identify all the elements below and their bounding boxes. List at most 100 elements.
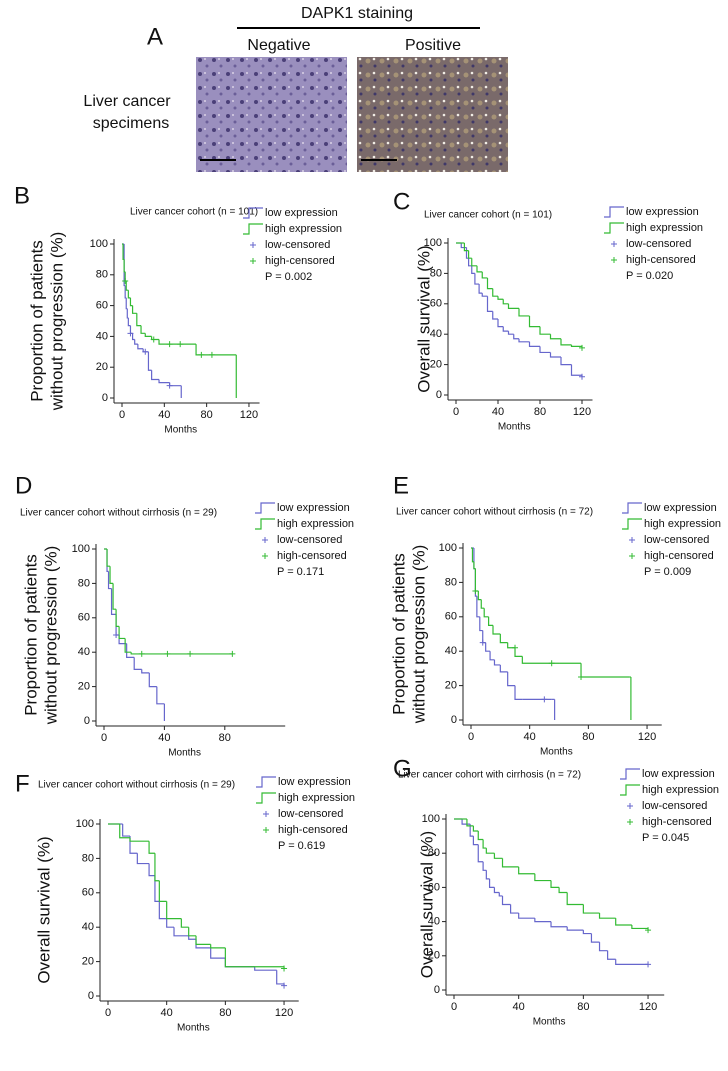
chart-title: Liver cancer cohort without cirrhosis (n… <box>38 780 235 791</box>
survival-step <box>129 837 150 842</box>
x-axis-label: Months <box>164 425 197 436</box>
survival-step <box>180 918 189 928</box>
survival-step <box>109 566 114 584</box>
x-tick-label: 80 <box>577 1001 589 1013</box>
legend-marker <box>629 553 635 559</box>
survival-step <box>129 836 138 854</box>
legend-marker <box>622 502 642 514</box>
censor-mark <box>142 348 149 355</box>
x-tick-label: 0 <box>453 406 459 418</box>
survival-step <box>570 344 582 347</box>
y-tick-label: 100 <box>424 237 442 249</box>
y-tick-label: 40 <box>82 921 94 933</box>
y-tick-label: 20 <box>430 359 442 371</box>
survival-step <box>477 844 484 863</box>
survival-step <box>492 625 501 635</box>
annotation: P = 0.619 <box>278 840 325 852</box>
y-tick-label: 40 <box>445 645 457 657</box>
legend-label: high expression <box>278 792 355 804</box>
survival-step <box>521 656 560 664</box>
column-label: Negative <box>247 37 310 54</box>
y-tick-label: 0 <box>88 990 94 1002</box>
survival-step <box>513 334 519 340</box>
legend-label: low expression <box>278 776 351 788</box>
survival-step <box>127 290 131 299</box>
survival-step <box>518 308 530 317</box>
legend-label: high-censored <box>277 550 347 562</box>
survival-step <box>124 638 132 653</box>
survival-step <box>558 887 568 894</box>
censor-mark <box>281 965 288 972</box>
y-axis-label: Proportion of patients <box>27 240 46 402</box>
x-tick-label: 0 <box>105 1007 111 1019</box>
survival-step <box>509 904 519 914</box>
survival-step <box>480 599 485 609</box>
survival-step <box>224 958 255 968</box>
survival-step <box>158 880 167 902</box>
survival-step <box>276 970 285 985</box>
annotation: P = 0.020 <box>626 270 673 282</box>
y-tick-label: 60 <box>96 300 108 312</box>
survival-step <box>479 616 483 632</box>
survival-step <box>140 325 146 334</box>
legend-label: high-censored <box>644 550 714 562</box>
y-tick-label: 100 <box>90 238 108 250</box>
survival-step <box>154 853 160 882</box>
survival-step <box>463 243 469 252</box>
x-axis-label: Months <box>168 748 201 759</box>
y-axis-label: Proportion of patients <box>21 554 40 716</box>
survival-step <box>534 873 552 882</box>
survival-step <box>486 296 493 312</box>
legend-label: low-censored <box>626 238 691 250</box>
annotation: P = 0.045 <box>642 832 689 844</box>
x-tick-label: 80 <box>219 1007 231 1019</box>
survival-step <box>133 657 142 670</box>
y-tick-label: 20 <box>428 950 440 962</box>
survival-step <box>539 326 551 335</box>
survival-step <box>518 338 530 343</box>
survival-step <box>466 819 474 827</box>
x-tick-label: 80 <box>219 732 231 744</box>
survival-step <box>582 930 592 935</box>
survival-step <box>166 901 182 920</box>
survival-step <box>488 878 495 888</box>
censor-mark <box>541 696 548 703</box>
y-tick-label: 80 <box>96 269 108 281</box>
annotation: P = 0.171 <box>277 566 324 578</box>
chart-title: Liver cancer cohort with cirrhosis (n = … <box>398 770 581 781</box>
censor-mark <box>479 639 486 646</box>
survival-step <box>502 326 509 332</box>
x-axis-label: Months <box>498 422 531 433</box>
survival-step <box>498 892 503 897</box>
legend-marker <box>250 258 256 264</box>
y-tick-label: 40 <box>96 330 108 342</box>
survival-step <box>566 926 584 931</box>
survival-step <box>478 284 483 294</box>
survival-step <box>118 626 126 640</box>
survival-step <box>486 277 493 290</box>
censor-mark <box>150 336 157 343</box>
survival-step <box>607 950 616 960</box>
survival-step <box>123 259 126 273</box>
survival-step <box>550 880 560 888</box>
survival-step <box>158 901 167 920</box>
survival-step <box>136 853 150 865</box>
survival-step <box>136 313 142 327</box>
legend-marker <box>622 518 642 530</box>
chart-title: Liver cancer cohort (n = 101) <box>424 210 552 221</box>
survival-step <box>514 685 523 700</box>
row-label: Liver cancer <box>83 93 171 110</box>
x-tick-label: 0 <box>468 731 474 743</box>
survival-step <box>580 663 630 678</box>
survival-step <box>570 364 582 376</box>
legend-label: low expression <box>642 768 715 780</box>
legend-marker <box>604 206 624 218</box>
y-tick-label: 80 <box>430 267 442 279</box>
survival-step <box>122 824 131 837</box>
legend-label: high expression <box>644 518 721 530</box>
survival-step <box>254 966 277 971</box>
legend-marker <box>255 518 275 530</box>
survival-step <box>195 344 237 356</box>
survival-step <box>582 904 600 914</box>
column-label: Positive <box>405 37 461 54</box>
